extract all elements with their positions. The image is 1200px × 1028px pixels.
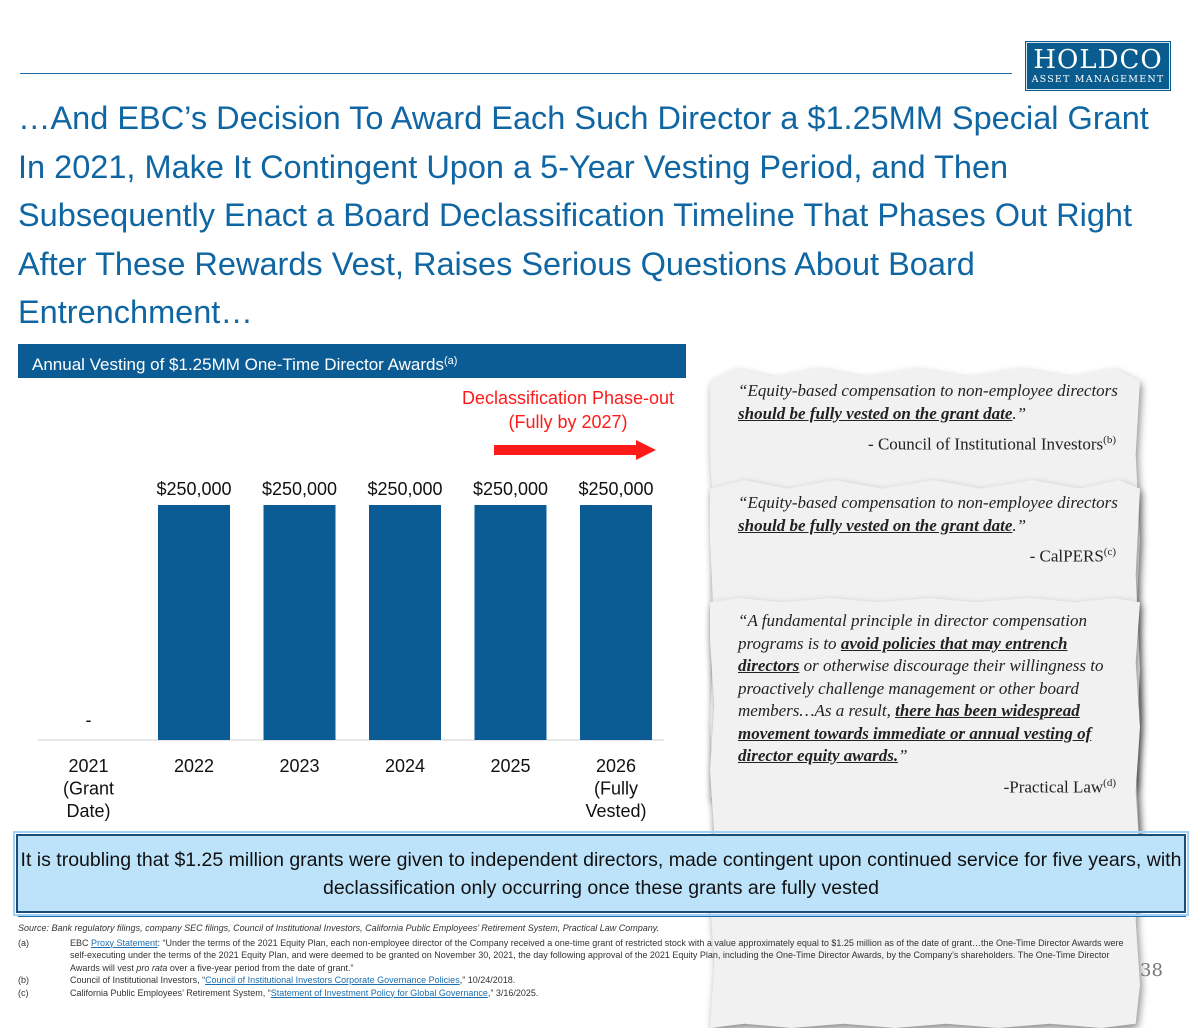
quote-calpers-text: “Equity-based compensation to non-employ… bbox=[738, 493, 1118, 535]
quote-calpers-attribution: - CalPERS(c) bbox=[1029, 546, 1116, 566]
quote-practical-law: “A fundamental principle in director com… bbox=[710, 598, 1140, 1028]
chart-header-footnote: (a) bbox=[443, 355, 458, 367]
bar-2025 bbox=[474, 505, 547, 740]
data-label-2021: - bbox=[86, 710, 92, 730]
cii-policies-link[interactable]: Council of Institutional Investors Corpo… bbox=[205, 975, 460, 985]
logo-name: HOLDCO bbox=[1033, 45, 1163, 75]
footnote-b: (b) Council of Institutional Investors, … bbox=[18, 975, 516, 985]
tick-label-2026-1: (Fully bbox=[594, 779, 638, 799]
declassification-label: Declassification Phase-out (Fully by 202… bbox=[440, 386, 696, 434]
footer-rule bbox=[18, 916, 1186, 917]
tick-label-2024-0: 2024 bbox=[385, 756, 425, 776]
quote-cii-attribution: - Council of Institutional Investors(b) bbox=[868, 434, 1116, 454]
source-note: Source: Bank regulatory filings, company… bbox=[18, 923, 660, 933]
tick-label-2026-2: Vested) bbox=[585, 801, 646, 821]
quote-practical-law-text: “A fundamental principle in director com… bbox=[738, 611, 1104, 765]
top-rule bbox=[20, 73, 1012, 74]
bar-2026 bbox=[580, 505, 652, 740]
quote-calpers: “Equity-based compensation to non-employ… bbox=[710, 480, 1140, 910]
tick-label-2021-0: 2021 bbox=[68, 756, 108, 776]
declassification-line2: (Fully by 2027) bbox=[508, 412, 628, 432]
footnote-c: (c) California Public Employees’ Retirem… bbox=[18, 987, 539, 998]
quote-cii: “Equity-based compensation to non-employ… bbox=[710, 368, 1140, 798]
conclusion-callout: It is troubling that $1.25 million grant… bbox=[13, 831, 1189, 916]
data-label-2025: $250,000 bbox=[473, 479, 548, 499]
bar-2022 bbox=[158, 505, 230, 740]
bar-2024 bbox=[369, 505, 441, 740]
bar-2023 bbox=[263, 505, 336, 740]
proxy-statement-link[interactable]: Proxy Statement bbox=[91, 937, 158, 948]
footnotes: Source: Bank regulatory filings, company… bbox=[18, 922, 1138, 999]
quote-cii-text: “Equity-based compensation to non-employ… bbox=[738, 381, 1118, 423]
page-number: 38 bbox=[1140, 960, 1163, 981]
declassification-line1: Declassification Phase-out bbox=[461, 388, 675, 408]
tick-label-2021-1: (Grant bbox=[63, 779, 114, 799]
holdco-logo: HOLDCO ASSET MANAGEMENT bbox=[1025, 41, 1171, 91]
data-label-2026: $250,000 bbox=[578, 479, 653, 499]
tick-label-2022-0: 2022 bbox=[174, 756, 214, 776]
quote-practical-law-attribution: -Practical Law(d) bbox=[1003, 776, 1116, 797]
page-title: …And EBC’s Decision To Award Each Such D… bbox=[18, 100, 1149, 330]
calpers-policy-link[interactable]: Statement of Investment Policy for Globa… bbox=[270, 987, 488, 998]
tick-label-2026-0: 2026 bbox=[596, 756, 636, 776]
data-label-2023: $250,000 bbox=[262, 479, 337, 499]
logo-subtitle: ASSET MANAGEMENT bbox=[1031, 74, 1165, 85]
data-label-2024: $250,000 bbox=[367, 479, 442, 499]
tick-label-2023-0: 2023 bbox=[279, 756, 319, 776]
tick-label-2021-2: Date) bbox=[66, 801, 110, 821]
data-label-2022: $250,000 bbox=[156, 479, 231, 499]
footnote-a: (a) EBC Proxy Statement: “Under the term… bbox=[18, 937, 1124, 973]
declassification-arrow-icon bbox=[494, 440, 656, 460]
chart-header: Annual Vesting of $1.25MM One-Time Direc… bbox=[18, 344, 686, 378]
chart-header-text: Annual Vesting of $1.25MM One-Time Direc… bbox=[32, 355, 444, 374]
tick-label-2025-0: 2025 bbox=[490, 756, 530, 776]
